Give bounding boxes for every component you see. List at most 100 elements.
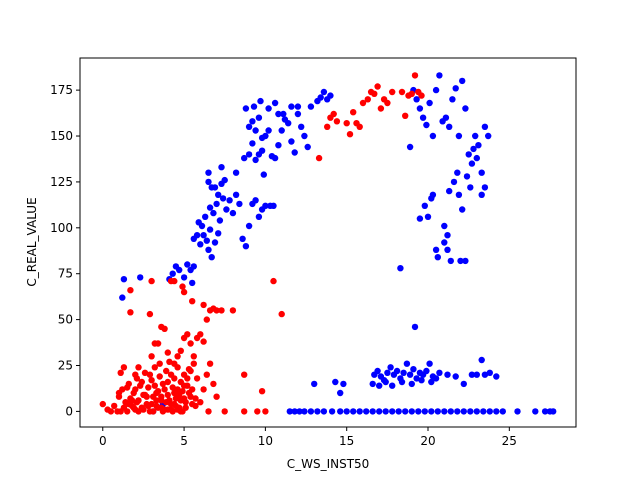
- data-point: [141, 369, 149, 376]
- data-point: [473, 154, 480, 162]
- data-point: [249, 118, 256, 125]
- data-point: [442, 114, 450, 121]
- data-point: [159, 408, 167, 415]
- data-point: [421, 202, 428, 209]
- data-point: [485, 132, 492, 140]
- data-point: [221, 408, 228, 415]
- data-point: [197, 331, 204, 338]
- data-point: [205, 246, 212, 253]
- data-point: [411, 72, 419, 79]
- data-point: [468, 371, 476, 378]
- data-point: [232, 191, 240, 198]
- data-point: [346, 131, 354, 138]
- data-point: [467, 184, 474, 191]
- data-point: [424, 213, 432, 220]
- data-point: [229, 209, 237, 217]
- data-point: [164, 378, 171, 386]
- data-point: [271, 99, 279, 107]
- data-point: [115, 389, 123, 397]
- data-point: [291, 149, 298, 156]
- data-point: [460, 380, 467, 388]
- data-point: [301, 408, 308, 415]
- data-point: [337, 408, 344, 415]
- data-point: [215, 191, 222, 198]
- data-point: [124, 384, 131, 391]
- data-point: [315, 154, 323, 162]
- data-point: [481, 184, 489, 191]
- data-point: [203, 237, 210, 244]
- data-point: [226, 197, 233, 204]
- data-point: [132, 386, 139, 393]
- data-point: [413, 96, 420, 103]
- data-point: [135, 408, 142, 415]
- data-point: [395, 408, 402, 415]
- data-point: [328, 408, 336, 415]
- data-point: [382, 408, 389, 415]
- data-point: [154, 340, 162, 347]
- data-point: [197, 241, 204, 248]
- data-point: [213, 393, 220, 400]
- data-point: [447, 408, 454, 415]
- data-point: [426, 99, 433, 107]
- data-point: [429, 132, 437, 140]
- data-point: [205, 408, 212, 415]
- data-point: [280, 110, 287, 118]
- data-point: [166, 397, 173, 404]
- data-point: [446, 187, 453, 195]
- data-point: [213, 200, 220, 208]
- data-point: [452, 373, 459, 380]
- data-point: [205, 169, 212, 176]
- data-point: [307, 103, 315, 110]
- data-point: [252, 127, 259, 134]
- y-tick-label: 175: [50, 83, 73, 97]
- data-point: [215, 230, 222, 237]
- data-point: [317, 94, 324, 101]
- data-point: [166, 358, 173, 365]
- data-point: [197, 399, 204, 406]
- data-point: [210, 209, 217, 217]
- data-point: [210, 380, 217, 388]
- data-point: [257, 97, 264, 105]
- data-point: [486, 369, 493, 376]
- x-axis-label: C_WS_INST50: [287, 457, 370, 471]
- y-tick-label: 0: [65, 404, 73, 418]
- data-point: [167, 371, 175, 378]
- data-point: [211, 239, 219, 246]
- data-point: [180, 288, 188, 296]
- x-tick-label: 25: [502, 434, 517, 448]
- data-point: [241, 408, 248, 415]
- data-point: [202, 213, 209, 220]
- data-point: [161, 386, 168, 393]
- data-point: [265, 127, 272, 134]
- x-tick-label: 0: [99, 434, 107, 448]
- data-point: [245, 222, 253, 230]
- data-point: [151, 364, 158, 371]
- data-point: [481, 371, 489, 378]
- data-point: [252, 197, 259, 204]
- data-point: [411, 323, 419, 331]
- data-point: [236, 200, 243, 208]
- data-point: [255, 213, 263, 220]
- data-point: [249, 140, 256, 147]
- data-point: [150, 408, 157, 415]
- data-point: [271, 154, 279, 162]
- data-point: [301, 132, 308, 140]
- data-point: [389, 382, 396, 389]
- data-point: [493, 373, 500, 380]
- data-point: [423, 121, 430, 129]
- data-point: [124, 408, 131, 415]
- data-point: [189, 298, 196, 305]
- data-point: [158, 393, 165, 400]
- data-point: [185, 389, 193, 397]
- data-point: [164, 349, 171, 356]
- data-point: [363, 408, 370, 415]
- data-point: [532, 408, 539, 415]
- x-axis: 0 5 10 15 20 25: [99, 427, 517, 448]
- data-point: [218, 307, 225, 314]
- data-point: [171, 277, 178, 285]
- data-point: [410, 366, 417, 373]
- data-point: [216, 217, 224, 224]
- data-point: [432, 375, 440, 382]
- data-point: [446, 123, 453, 130]
- data-point: [187, 367, 194, 375]
